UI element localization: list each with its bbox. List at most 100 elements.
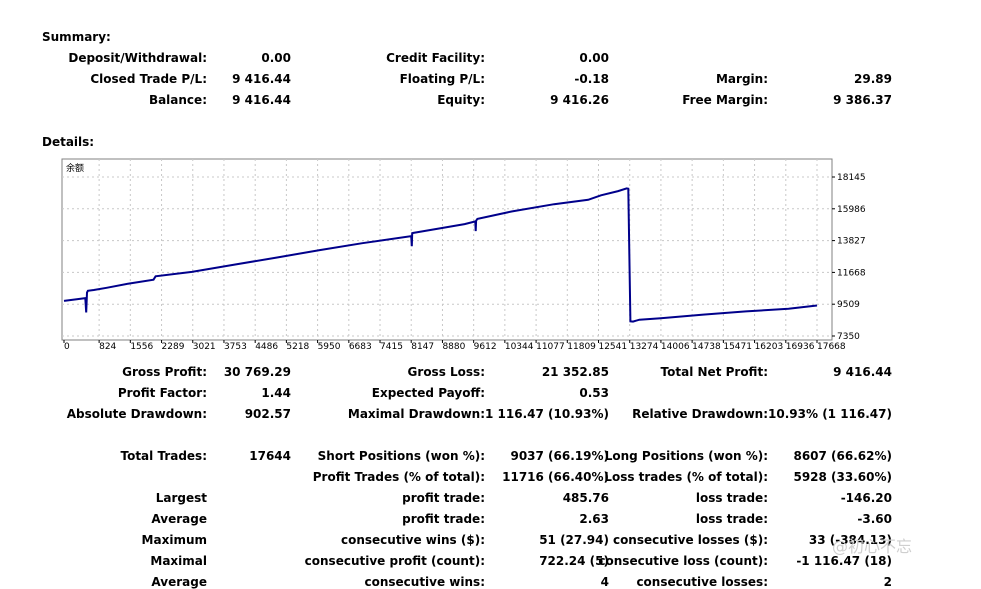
summary-heading: Summary:	[42, 30, 111, 44]
stat-value: 9 386.37	[833, 93, 892, 107]
stat-value: 722.24 (5)	[539, 554, 609, 568]
stat-label: Maximal Drawdown:	[347, 407, 485, 421]
x-tick-label: 0	[64, 342, 70, 352]
stat-label: Gross Loss:	[407, 365, 485, 379]
chart-title: 余额	[66, 162, 84, 174]
watermark: @初心不忘	[832, 537, 913, 556]
stat-label: Profit Factor:	[117, 386, 207, 400]
chart-x-axis: 0 824 1556 2289 3021 3753 4486 5218 5950 6683 7415…	[63, 340, 846, 352]
stat-label: Free Margin:	[682, 93, 768, 107]
y-tick-label: 13827	[837, 237, 866, 247]
stat-value: -146.20	[840, 491, 892, 505]
x-tick-label: 10344	[505, 342, 534, 352]
x-tick-label: 3753	[224, 342, 247, 352]
stat-value: 2	[883, 575, 892, 589]
stat-label: consecutive wins:	[364, 575, 485, 589]
stat-value: -3.60	[857, 512, 892, 526]
stat-label: Maximal	[150, 554, 207, 568]
stat-label: Largest	[155, 491, 207, 505]
x-tick-label: 9612	[474, 342, 497, 352]
balance-line	[63, 187, 818, 323]
stat-value: 33 (-384.13)	[808, 533, 892, 547]
stat-label: consecutive wins ($):	[340, 533, 485, 547]
x-tick-label: 16936	[786, 342, 815, 352]
stat-label: Closed Trade P/L:	[90, 72, 207, 86]
stat-value: -0.18	[574, 72, 609, 86]
stat-label: consecutive losses ($):	[612, 533, 768, 547]
stat-label: Margin:	[715, 72, 768, 86]
stat-label: loss trade:	[695, 512, 768, 526]
y-tick-label: 11668	[837, 268, 866, 278]
stat-label: Maximum	[141, 533, 207, 547]
stat-value: 9 416.44	[232, 93, 291, 107]
stat-label: loss trade:	[695, 491, 768, 505]
stat-value: 10.93% (1 116.47)	[768, 407, 892, 421]
x-tick-label: 8147	[411, 342, 434, 352]
x-tick-label: 824	[99, 342, 116, 352]
x-tick-label: 7415	[380, 342, 403, 352]
stat-label: Total Trades:	[120, 449, 207, 463]
stat-label: Floating P/L:	[399, 72, 485, 86]
stat-value: 0.53	[579, 386, 609, 400]
stat-label: consecutive loss (count):	[598, 554, 768, 568]
stat-value: 9 416.26	[550, 93, 609, 107]
stat-label: Long Positions (won %):	[604, 449, 768, 463]
x-tick-label: 5950	[318, 342, 341, 352]
stat-value: 30 769.29	[223, 365, 291, 379]
stat-value: 9037 (66.19%)	[510, 449, 609, 463]
stat-value: 5928 (33.60%)	[793, 470, 892, 484]
stat-value: 4	[600, 575, 609, 589]
stat-value: 17644	[249, 449, 291, 463]
stat-label: Short Positions (won %):	[317, 449, 485, 463]
stat-value: 51 (27.94)	[539, 533, 609, 547]
x-tick-label: 5218	[286, 342, 309, 352]
stat-value: 9 416.44	[232, 72, 291, 86]
stat-label: Balance:	[148, 93, 207, 107]
x-tick-label: 16203	[755, 342, 784, 352]
stat-value: 902.57	[244, 407, 291, 421]
stat-value: 0.00	[261, 51, 291, 65]
stat-value: 2.63	[579, 512, 609, 526]
x-tick-label: 4486	[255, 342, 278, 352]
stat-label: Deposit/Withdrawal:	[68, 51, 207, 65]
x-tick-label: 1556	[130, 342, 153, 352]
chart-y-axis: 18145 15986 13827 11668 9509 7350	[832, 173, 866, 342]
stat-label: Gross Profit:	[122, 365, 207, 379]
stat-label: Relative Drawdown:	[632, 407, 768, 421]
stat-value: 1.44	[261, 386, 291, 400]
stat-value: 21 352.85	[541, 365, 609, 379]
stat-value: 0.00	[579, 51, 609, 65]
stat-label: profit trade:	[402, 512, 485, 526]
stat-value: 485.76	[562, 491, 609, 505]
x-tick-label: 6683	[349, 342, 372, 352]
y-tick-label: 9509	[837, 300, 860, 310]
chart-plot-area	[61, 158, 833, 341]
details-heading: Details:	[42, 135, 95, 149]
stat-label: Total Net Profit:	[660, 365, 768, 379]
stat-label: Expected Payoff:	[371, 386, 485, 400]
y-tick-label: 18145	[837, 173, 866, 183]
chart-series	[63, 187, 818, 323]
stat-label: Loss trades (% of total):	[604, 470, 768, 484]
x-tick-label: 13274	[630, 342, 659, 352]
x-tick-label: 8880	[442, 342, 465, 352]
stat-label: Average	[151, 575, 207, 589]
x-tick-label: 11077	[536, 342, 565, 352]
stat-label: profit trade:	[402, 491, 485, 505]
x-tick-label: 15471	[723, 342, 752, 352]
chart-grid	[62, 159, 832, 340]
stat-value: 9 416.44	[833, 365, 892, 379]
stat-value: 8607 (66.62%)	[793, 449, 892, 463]
stat-label: consecutive profit (count):	[304, 554, 485, 568]
stat-value: -1 116.47 (18)	[796, 554, 892, 568]
stat-value: 29.89	[854, 72, 892, 86]
x-tick-label: 11809	[567, 342, 596, 352]
stat-label: Absolute Drawdown:	[66, 407, 207, 421]
x-tick-label: 3021	[193, 342, 216, 352]
x-tick-label: 2289	[162, 342, 185, 352]
stat-value: 1 116.47 (10.93%)	[485, 407, 609, 421]
y-tick-label: 15986	[837, 205, 866, 215]
x-tick-label: 17668	[817, 342, 846, 352]
x-tick-label: 12541	[598, 342, 627, 352]
